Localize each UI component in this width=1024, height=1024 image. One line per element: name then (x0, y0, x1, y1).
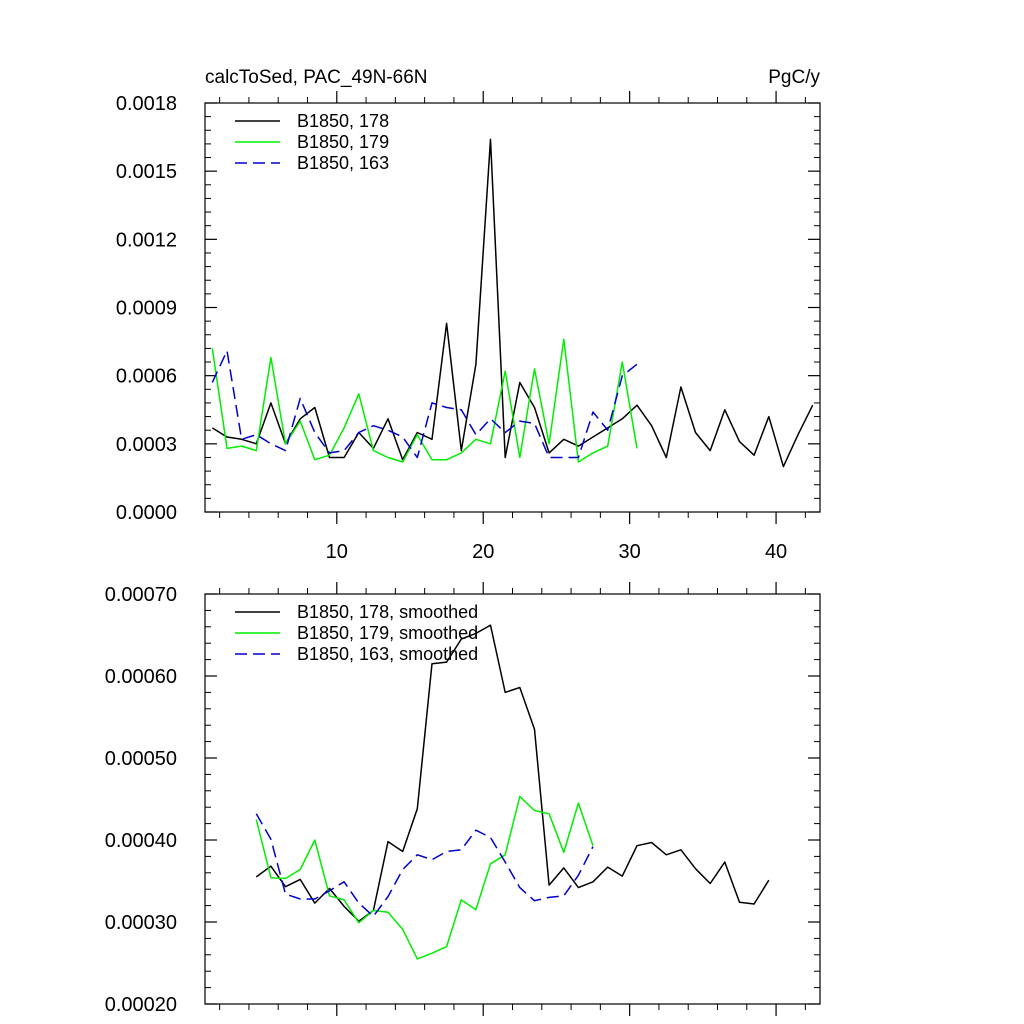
y-tick-label: 0.0015 (116, 161, 177, 183)
legend-label: B1850, 179, smoothed (297, 623, 478, 643)
chart-title: calcToSed, PAC_49N-66N (205, 67, 427, 88)
legend-label: B1850, 163 (297, 153, 389, 173)
bottom-panel: 0.00020 0.00030 0.00040 0.00050 0.00060 0.000… (105, 582, 821, 1016)
y-tick-label: 0.0009 (116, 298, 177, 320)
axes: 0.00020 0.00030 0.00040 0.00050 0.00060 0.000… (105, 582, 820, 1016)
y-tick-label: 0.0006 (116, 366, 177, 388)
series-line-0 (211, 138, 814, 468)
y-tick-label: 0.00040 (105, 830, 177, 852)
y-tick-label: 0.00060 (105, 666, 177, 688)
y-tick-label: 0.00050 (105, 748, 177, 770)
axes: 0.0000 0.0003 0.0006 0.0009 0.0012 0.0015 0.00… (116, 91, 820, 563)
units-label: PgC/y (768, 67, 820, 88)
legend-label: B1850, 178 (297, 111, 389, 131)
legend-label: B1850, 163, smoothed (297, 644, 478, 664)
legend-label: B1850, 179 (297, 132, 389, 152)
y-tick-label: 0.0012 (116, 229, 177, 251)
y-tick-label: 0.00030 (105, 912, 177, 934)
series-lines (255, 624, 770, 960)
series-line-2 (211, 349, 638, 459)
x-tick-label: 10 (326, 541, 348, 563)
series-line-0 (255, 624, 770, 922)
legend-label: B1850, 178, smoothed (297, 602, 478, 622)
top-panel: calcToSed, PAC_49N-66N PgC/y 0.00000.000… (116, 67, 821, 563)
series-line-1 (255, 795, 594, 960)
x-tick-label: 30 (619, 541, 641, 563)
y-tick-label: 0.0000 (116, 502, 177, 524)
y-tick-label: 0.00070 (105, 584, 177, 606)
y-tick-label: 0.0003 (116, 434, 177, 456)
series-lines (211, 138, 814, 468)
series-line-1 (211, 338, 638, 463)
series-line-2 (255, 813, 594, 918)
x-tick-label: 40 (765, 541, 787, 563)
y-tick-label: 0.00020 (105, 994, 177, 1016)
x-tick-label: 20 (472, 541, 494, 563)
y-tick-label: 0.0018 (116, 93, 177, 115)
